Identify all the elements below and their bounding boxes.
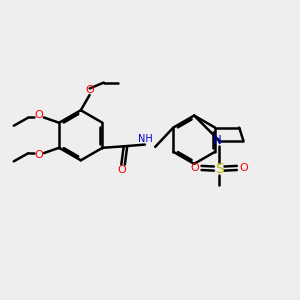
Text: O: O <box>117 165 126 175</box>
Text: O: O <box>191 163 200 173</box>
Text: O: O <box>34 110 43 120</box>
Text: S: S <box>215 161 224 176</box>
Text: O: O <box>85 85 94 95</box>
Text: N: N <box>213 134 222 147</box>
Text: O: O <box>239 163 248 173</box>
Text: O: O <box>34 150 43 161</box>
Text: NH: NH <box>138 134 153 144</box>
